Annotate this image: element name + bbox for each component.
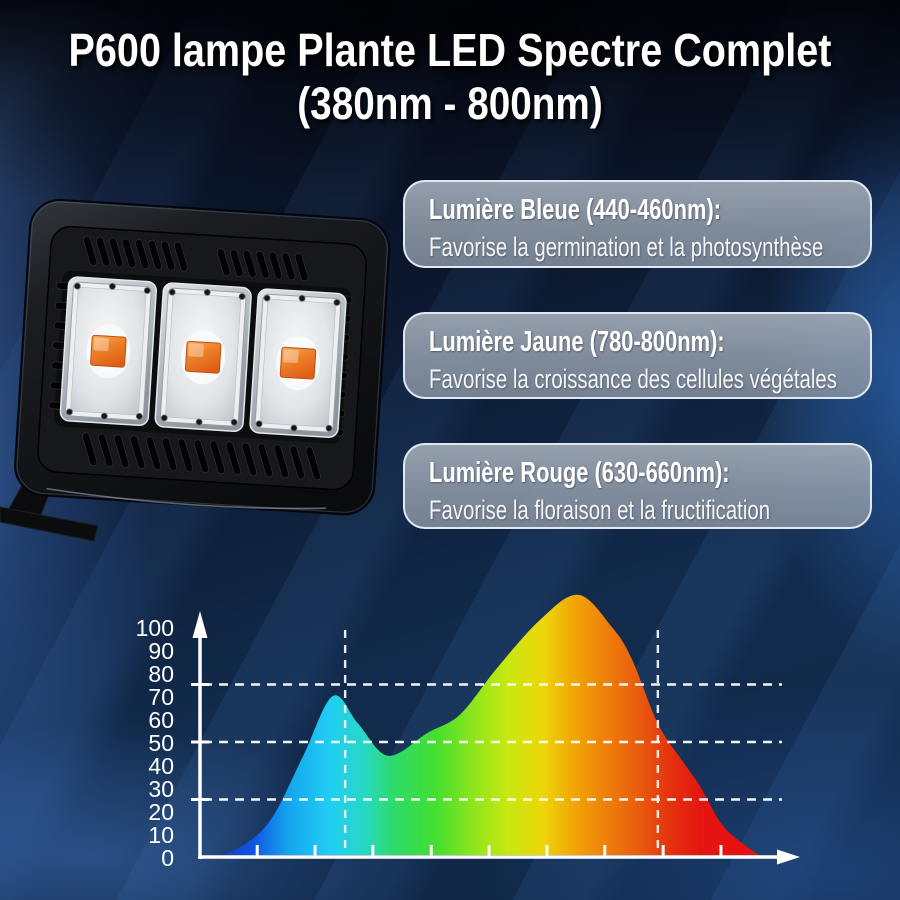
screw xyxy=(325,424,333,432)
y-axis-label-0: 0 xyxy=(161,845,174,871)
cob-chip xyxy=(184,340,222,374)
blue-light-heading: Lumière Bleue (440-460nm): xyxy=(429,194,722,226)
blue-light-body: Favorise la germination et la photosynth… xyxy=(429,232,824,262)
y-axis-label-20: 20 xyxy=(148,799,174,825)
screw xyxy=(333,299,341,306)
screw xyxy=(290,424,298,432)
red-light-body: Favorise la floraison et la fructificati… xyxy=(429,495,771,525)
screw xyxy=(230,418,238,426)
screw xyxy=(238,293,246,300)
product-image xyxy=(0,198,391,542)
screw xyxy=(195,418,203,426)
led-module-3 xyxy=(249,288,347,438)
title-block: P600 lampe Plante LED Spectre Complet (3… xyxy=(0,24,900,130)
cob-chip xyxy=(279,346,317,380)
screw xyxy=(100,412,108,420)
screw xyxy=(160,414,168,422)
y-axis-label-90: 90 xyxy=(148,638,174,664)
info-box-blue-light: Lumière Bleue (440-460nm): Favorise la g… xyxy=(403,180,872,268)
screw xyxy=(255,420,263,428)
screw xyxy=(203,288,211,296)
cob-chip xyxy=(90,334,127,368)
yellow-light-heading: Lumière Jaune (780-800nm): xyxy=(429,326,725,358)
y-axis-label-50: 50 xyxy=(148,730,174,756)
info-box-red-light: Lumière Rouge (630-660nm): Favorise la f… xyxy=(403,443,872,529)
lamp-body xyxy=(14,198,391,516)
spectrum-curve xyxy=(214,594,763,857)
led-modules xyxy=(59,276,347,438)
yellow-light-body: Favorise la croissance des cellules végé… xyxy=(429,364,837,394)
y-axis-label-100: 100 xyxy=(136,615,174,641)
y-axis-label-80: 80 xyxy=(148,661,174,687)
y-axis-label-30: 30 xyxy=(148,776,174,802)
led-module-2 xyxy=(154,282,252,433)
page-subtitle: (380nm - 800nm) xyxy=(297,78,603,129)
screw xyxy=(135,412,143,420)
led-module-1 xyxy=(59,276,158,427)
screw xyxy=(298,294,306,302)
red-light-heading: Lumière Rouge (630-660nm): xyxy=(429,457,730,489)
x-axis-arrow xyxy=(777,849,800,865)
y-axis-arrow xyxy=(192,611,208,638)
screw xyxy=(143,287,151,294)
screw xyxy=(168,288,176,296)
screw xyxy=(73,282,81,290)
screw xyxy=(66,408,73,416)
y-axis-label-40: 40 xyxy=(148,753,174,779)
y-axis-label-70: 70 xyxy=(148,684,174,710)
screw xyxy=(263,294,271,302)
y-axis-label-10: 10 xyxy=(148,822,174,848)
screw xyxy=(109,282,116,290)
page-title: P600 lampe Plante LED Spectre Complet xyxy=(68,24,832,76)
y-axis-label-60: 60 xyxy=(148,707,174,733)
info-box-yellow-light: Lumière Jaune (780-800nm): Favorise la c… xyxy=(403,312,872,399)
